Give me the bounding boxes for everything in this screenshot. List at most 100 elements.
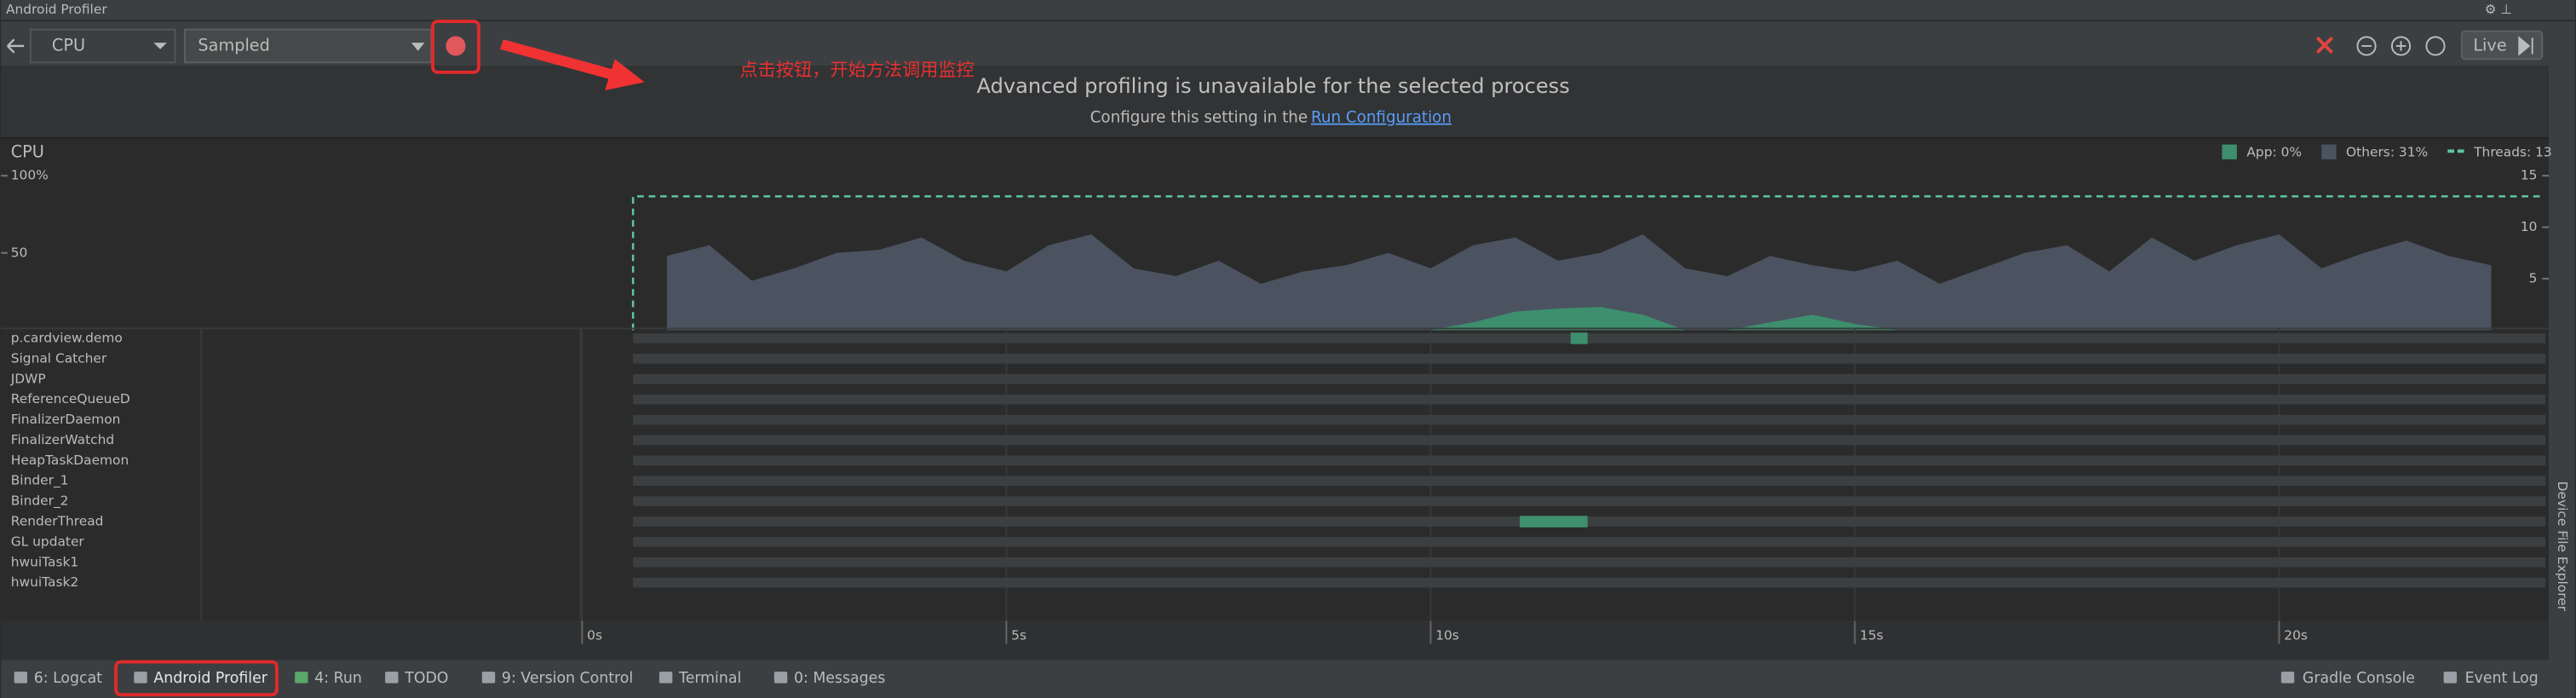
cpu-chart: 100% 50 15 10 5 App: 0% Others: 31% Threads: 13…	[1, 144, 2552, 644]
y-tick-label: 100%	[11, 168, 49, 183]
zoom-in[interactable]	[2390, 36, 2412, 56]
thread-name: RenderThread	[11, 514, 104, 529]
tab[interactable]: Event Log	[2465, 670, 2539, 687]
tab[interactable]: 6: Logcat	[34, 670, 102, 687]
dropdown-arrow	[411, 43, 425, 51]
thread-track	[633, 394, 2546, 405]
reset-zoom[interactable]	[2425, 36, 2446, 56]
record-button[interactable]	[446, 36, 466, 56]
legend-label: Threads: 13	[2473, 145, 2552, 160]
tab-icon	[658, 672, 673, 684]
tab-icon	[385, 672, 399, 684]
tab[interactable]: 0: Messages	[794, 670, 885, 687]
monitor-dropdown[interactable]	[29, 28, 176, 64]
live-label: Live	[2473, 35, 2506, 55]
time-axis-bar	[1, 620, 2549, 661]
thread-name: GL updater	[11, 534, 85, 549]
x-tick-label: 20s	[2284, 627, 2308, 643]
settings-icon[interactable]: ⚙ ⊥	[2485, 2, 2512, 17]
thread-track	[633, 414, 2546, 425]
legend-swatch	[2222, 144, 2237, 159]
highlight-box	[114, 660, 279, 697]
tab[interactable]: 9: Version Control	[502, 670, 633, 687]
thread-activity	[1520, 516, 1588, 528]
banner-text: Configure this setting in the	[1090, 109, 1308, 127]
tab[interactable]: 4: Run	[314, 670, 362, 687]
tab[interactable]: Android Profiler	[153, 670, 267, 687]
y2-tick-label: 10	[2521, 219, 2538, 234]
stop-button[interactable]	[2315, 36, 2333, 55]
thread-track	[633, 537, 2546, 547]
legend-label: App: 0%	[2246, 145, 2302, 160]
thread-track	[633, 354, 2546, 364]
tab-icon	[295, 672, 308, 684]
thread-name: ReferenceQueueD	[11, 391, 130, 407]
mode-label: Sampled	[198, 35, 269, 55]
cpu-area	[666, 307, 2492, 331]
x-tick-label: 15s	[1860, 627, 1883, 643]
tool-tabs: 6: Logcat Android Profiler 4: Run TODO 9: Ve…	[14, 670, 2539, 687]
y2-tick-label: 5	[2529, 270, 2538, 286]
tab[interactable]: TODO	[404, 670, 448, 687]
tab[interactable]: Terminal	[678, 670, 741, 687]
thread-name: p.cardview.demo	[11, 330, 123, 345]
tab-icon	[2280, 672, 2295, 684]
live-icon	[2518, 36, 2533, 56]
thread-track	[633, 557, 2546, 568]
thread-name: HeapTaskDaemon	[11, 453, 129, 468]
thread-track	[633, 373, 2546, 384]
bottom-bar	[1, 660, 2575, 698]
zoom-in-icon	[2395, 41, 2406, 51]
side-bar	[2548, 21, 2575, 661]
tab-icon	[773, 672, 788, 684]
annotation-arrow	[500, 39, 645, 90]
thread-track	[633, 577, 2546, 588]
monitor-label: CPU	[52, 35, 85, 55]
highlight-box	[431, 20, 480, 74]
thread-name: Signal Catcher	[11, 350, 107, 366]
x-tick-label: 5s	[1011, 627, 1026, 643]
annotation: 点击按钮，开始方法调用监控	[739, 59, 974, 80]
side-tab[interactable]: Device File Explorer	[2555, 482, 2570, 612]
window-title: Android Profiler	[6, 2, 107, 17]
banner	[1, 66, 2549, 138]
thread-list: p.cardview.demo Signal Catcher JDWP Referen…	[10, 330, 2546, 590]
thread-track	[633, 435, 2546, 446]
zoom-out[interactable]	[2356, 36, 2377, 56]
chart-title: CPU	[11, 142, 44, 162]
tab-icon	[134, 672, 147, 684]
legend-label: Others: 31%	[2346, 145, 2428, 160]
thread-track	[633, 333, 2546, 343]
thread-track	[633, 455, 2546, 466]
x-tick-label: 0s	[587, 627, 602, 643]
thread-name: Binder_1	[11, 473, 69, 489]
tab-icon	[2443, 672, 2458, 684]
thread-name: hwuiTask1	[11, 554, 78, 569]
banner-title: Advanced profiling is unavailable for th…	[977, 74, 1570, 98]
mode-dropdown[interactable]	[184, 28, 433, 64]
thread-track	[633, 516, 2546, 527]
legend-swatch	[2321, 144, 2337, 159]
thread-name: hwuiTask2	[11, 574, 78, 590]
banner-link[interactable]: Run Configuration	[1311, 109, 1452, 127]
thread-name: FinalizerWatchd	[11, 432, 114, 447]
thread-name: Binder_2	[11, 493, 69, 510]
y2-tick-label: 15	[2521, 168, 2538, 183]
tab-icon	[14, 672, 28, 684]
thread-name: JDWP	[10, 371, 46, 386]
threads-line	[631, 195, 2543, 331]
thread-track	[633, 496, 2546, 506]
thread-activity	[1570, 332, 1588, 344]
tab-icon	[481, 672, 496, 684]
cpu-area	[666, 234, 2492, 331]
back-button[interactable]	[7, 38, 25, 54]
title-bar	[1, 0, 2575, 20]
tab[interactable]: Gradle Console	[2303, 670, 2415, 687]
thread-track	[633, 476, 2546, 487]
y-tick-label: 50	[11, 245, 28, 260]
dropdown-arrow	[153, 43, 167, 49]
x-tick-label: 10s	[1435, 627, 1459, 643]
thread-name: FinalizerDaemon	[11, 412, 121, 427]
